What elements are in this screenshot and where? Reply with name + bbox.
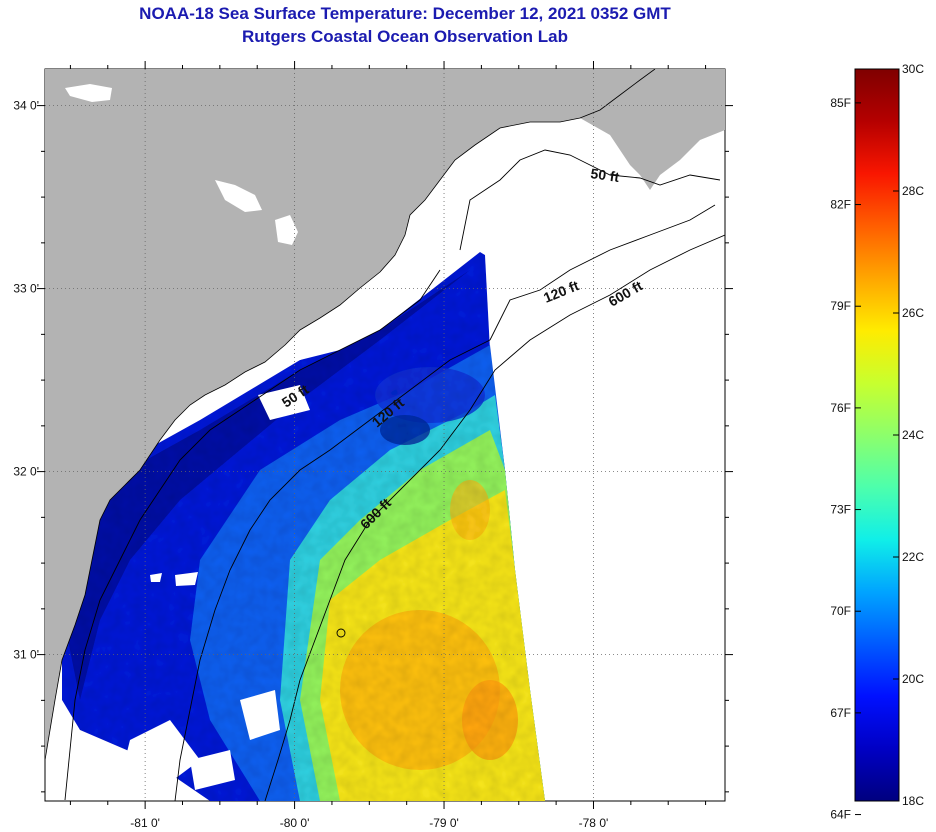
cloud-patch (150, 573, 162, 582)
isobath-600ft (264, 234, 725, 801)
x-tick-label: -80 0' (280, 816, 310, 830)
map-layers: 50 ft 120 ft 600 ft 50 ft 120 ft 600 ft (45, 69, 725, 801)
colorbar-label-f: 82F (830, 198, 851, 212)
graticule (45, 69, 725, 801)
y-tick-label: 34 0' (13, 99, 39, 113)
lake (65, 84, 112, 102)
colorbar-gradient (854, 68, 900, 802)
cloud-patch (175, 572, 198, 586)
cloud-patch (258, 385, 310, 420)
contour-label: 50 ft (590, 165, 621, 185)
x-tick-label: -79 0' (429, 816, 459, 830)
cloud-patch (300, 280, 420, 360)
land-mass-northeast (580, 69, 725, 190)
land (45, 69, 725, 760)
colorbar-label-c: 26C (902, 306, 924, 320)
cloud-patch (190, 750, 235, 790)
colorbar-label-c: 30C (902, 62, 924, 76)
map-title: NOAA-18 Sea Surface Temperature: Decembe… (139, 4, 671, 23)
lake (275, 215, 298, 245)
sst-cool-eddy (375, 367, 485, 423)
colorbar-label-f: 67F (830, 706, 851, 720)
colorbar-label-c: 24C (902, 428, 924, 442)
x-tick-label: -81 0' (130, 816, 160, 830)
coastline (45, 69, 656, 761)
colorbar-label-c: 18C (902, 794, 924, 808)
sst-cool-eddy-2 (380, 415, 430, 445)
y-tick-label: 32 0' (13, 465, 39, 479)
colorbar-label-f: 79F (830, 299, 851, 313)
isobath-120ft (174, 204, 716, 801)
colorbar-label-f: 73F (830, 503, 851, 517)
cloud-patch (120, 720, 200, 790)
colorbar-label-f: 76F (830, 401, 851, 415)
lake (215, 180, 262, 212)
sst-warm-core-east (462, 680, 518, 760)
sst-warm-core-north (450, 480, 490, 540)
x-tick-label: -78 0' (579, 816, 609, 830)
colorbar-label-c: 28C (902, 184, 924, 198)
map-subtitle: Rutgers Coastal Ocean Observation Lab (242, 27, 568, 46)
isobaths (64, 149, 725, 801)
isobath-50ft (64, 149, 721, 801)
axis-ticks: -81 0' -80 0' -79 0' -78 0' 34 0' 33 0' 32 0' 3… (13, 61, 733, 830)
colorbar-label-f: 64F (830, 808, 851, 822)
cloud-mask (120, 280, 420, 790)
colorbar-label-f: 70F (830, 604, 851, 618)
land-mass (45, 69, 655, 760)
colorbar: 30C 28C 26C 24C 22C 20C 18C 85F 82F 79F 76F 73F 70F 6… (830, 62, 924, 822)
sst-swath (62, 252, 545, 801)
colorbar-label-c: 22C (902, 550, 924, 564)
colorbar-label-c: 20C (902, 672, 924, 686)
y-tick-label: 33 0' (13, 282, 39, 296)
colorbar-label-f: 85F (830, 96, 851, 110)
sst-warm-core (340, 610, 500, 770)
cloud-patch (240, 690, 280, 740)
sst-nearshore-dark (62, 270, 470, 700)
y-tick-label: 31 0' (13, 648, 39, 662)
isobath-ring (336, 628, 346, 638)
